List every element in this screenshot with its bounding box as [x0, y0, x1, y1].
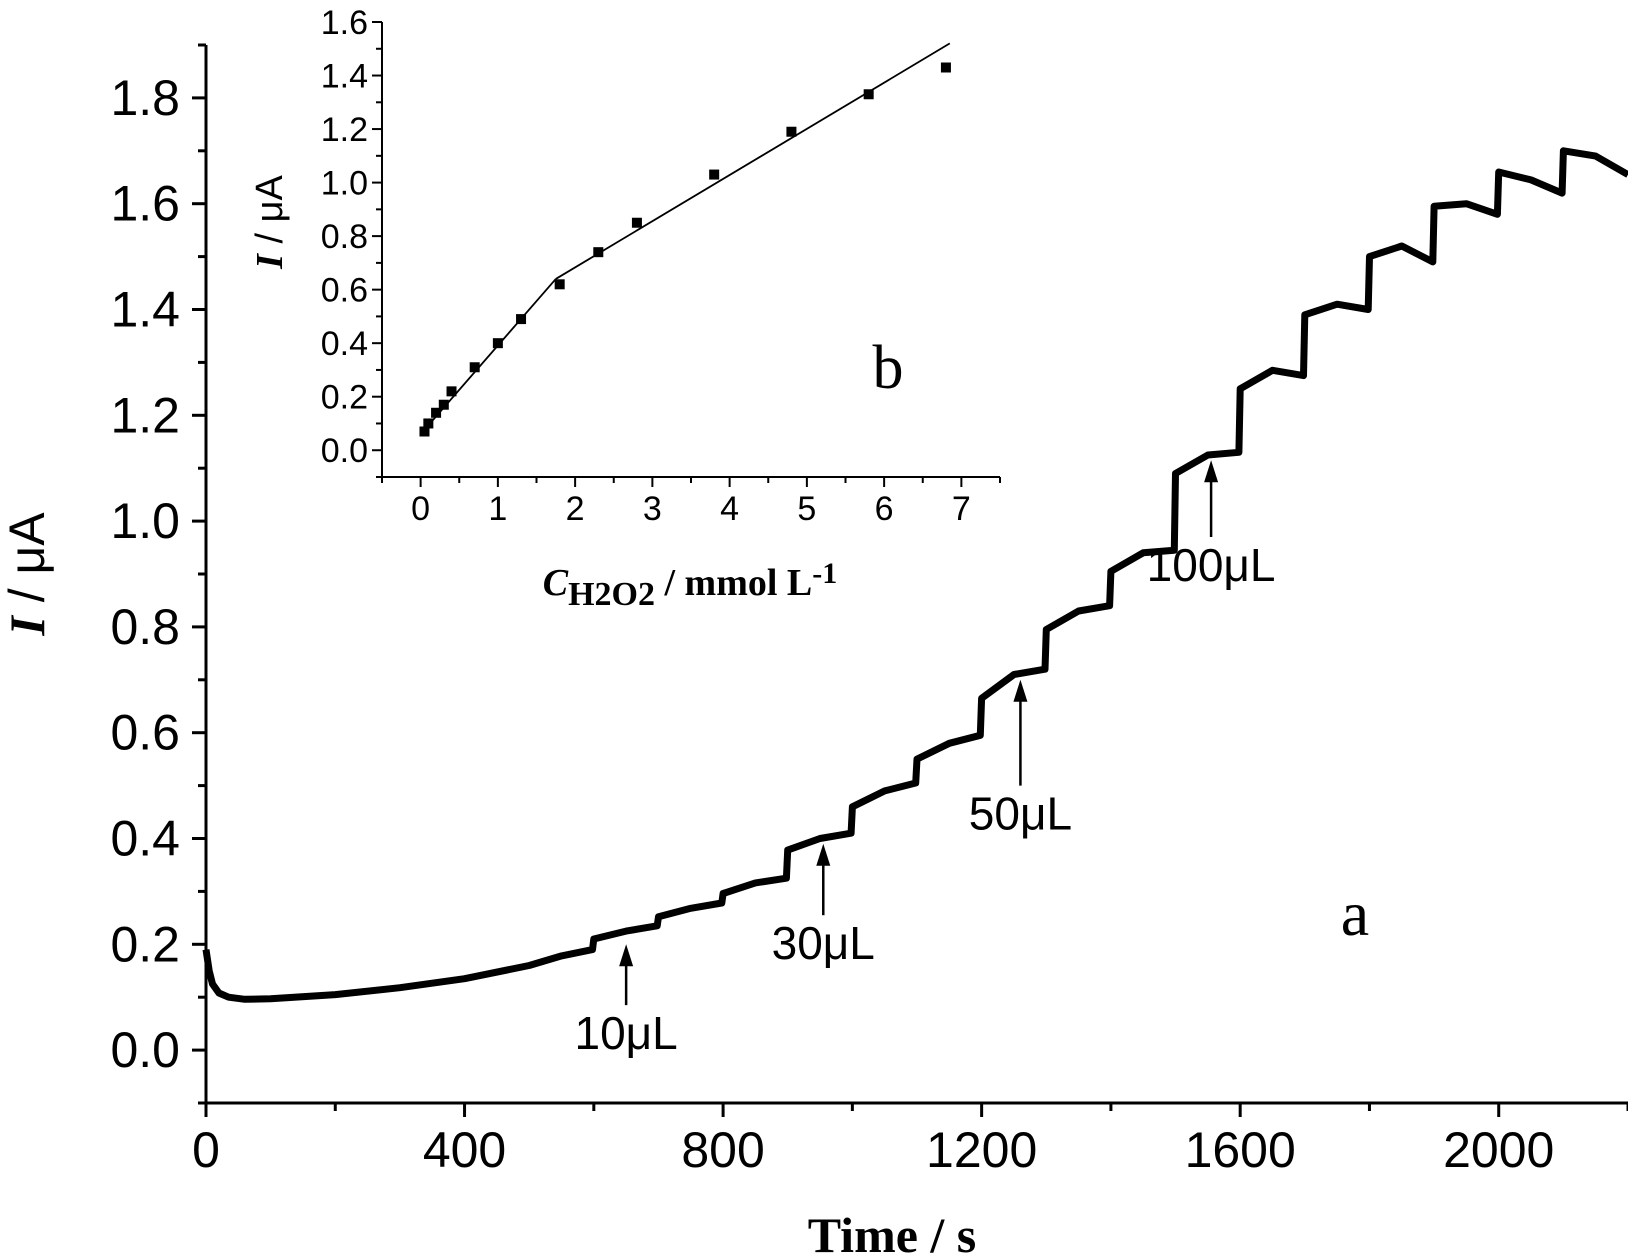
- inset-data-point: [554, 279, 565, 290]
- y-tick-label: 0.6: [110, 705, 180, 761]
- inset-x-axis-title: CH2O2 / mmol L-1: [543, 557, 838, 613]
- inset-y-tick-label: 1.2: [321, 111, 368, 149]
- annotation-arrow-head: [619, 944, 634, 967]
- current-trace: [202, 147, 1628, 1003]
- inset-fit-line: [555, 42, 951, 280]
- inset-x-tick-label: 0: [411, 490, 430, 528]
- y-tick-label: 1.8: [110, 70, 180, 126]
- x-tick-label: 1600: [1185, 1122, 1296, 1178]
- inset-x-tick-label: 6: [875, 490, 894, 528]
- inset-y-tick-label: 0.0: [321, 432, 368, 470]
- y-tick-label: 1.0: [110, 493, 180, 549]
- y-tick-label: 1.6: [110, 176, 180, 232]
- panel-label-a: a: [1341, 878, 1369, 949]
- y-tick-label: 0.0: [110, 1022, 180, 1078]
- inset-data-point: [593, 247, 604, 258]
- inset-chart: 0.0 0.2 0.4 0.6 0.8 1.0 1.2 1.4 1.6 0 1 2 3 4 5 6 7 CH2O2…: [249, 4, 1001, 613]
- y-tick-label: 0.8: [110, 599, 180, 655]
- annotation-arrow-head: [1204, 460, 1219, 483]
- inset-y-tick-label: 0.6: [321, 272, 368, 310]
- inset-data-point: [940, 62, 951, 73]
- inset-data-point: [516, 314, 527, 325]
- inset-y-tick-label: 0.2: [321, 379, 368, 417]
- inset-x-tick-label: 3: [643, 490, 662, 528]
- inset-data-point: [469, 362, 480, 373]
- inset-data-point: [631, 217, 642, 228]
- inset-x-tick-label: 2: [566, 490, 585, 528]
- inset-data-point: [492, 338, 503, 349]
- inset-data-point: [419, 426, 430, 437]
- x-tick-label: 2000: [1443, 1122, 1554, 1178]
- annotation-arrow-head: [816, 843, 831, 866]
- inset-y-tick-label: 1.4: [321, 58, 368, 96]
- annotation-arrow-head: [1013, 679, 1028, 702]
- inset-y-tick-label: 0.4: [321, 325, 368, 363]
- y-tick-label: 1.2: [110, 387, 180, 443]
- inset-data-point: [786, 126, 797, 137]
- annotation-label: 50μL: [969, 788, 1072, 840]
- y-axis-title: I / μA: [0, 512, 55, 637]
- inset-data-point: [438, 399, 449, 410]
- main-chart: 0.00.20.40.60.81.01.21.41.61.80 400 800 120…: [0, 43, 1628, 1259]
- x-tick-label: 400: [423, 1122, 506, 1178]
- inset-y-tick-label: 1.0: [321, 165, 368, 203]
- annotation-label: 30μL: [772, 917, 875, 969]
- y-tick-label: 1.4: [110, 282, 180, 338]
- inset-x-tick-label: 4: [720, 490, 739, 528]
- y-tick-label: 0.4: [110, 811, 180, 867]
- inset-x-tick-label: 7: [952, 490, 971, 528]
- inset-y-tick-label: 1.6: [321, 4, 368, 42]
- inset-y-tick-label: 0.8: [321, 218, 368, 256]
- inset-y-axis-title: I / μA: [249, 174, 291, 269]
- inset-data-point: [446, 386, 457, 397]
- y-tick-label: 0.2: [110, 916, 180, 972]
- x-tick-label: 0: [192, 1122, 220, 1178]
- x-axis-title: Time / s: [808, 1207, 977, 1259]
- inset-x-tick-label: 1: [488, 490, 507, 528]
- x-tick-label: 1200: [926, 1122, 1037, 1178]
- inset-data-point: [423, 418, 434, 429]
- annotation-label: 100μL: [1147, 539, 1276, 591]
- annotation-label: 10μL: [575, 1007, 678, 1059]
- inset-data-point: [431, 407, 442, 418]
- inset-data-point: [709, 169, 720, 180]
- inset-data-point: [863, 89, 874, 100]
- x-tick-label: 800: [681, 1122, 764, 1178]
- panel-label-b: b: [873, 334, 904, 402]
- inset-x-tick-label: 5: [797, 490, 816, 528]
